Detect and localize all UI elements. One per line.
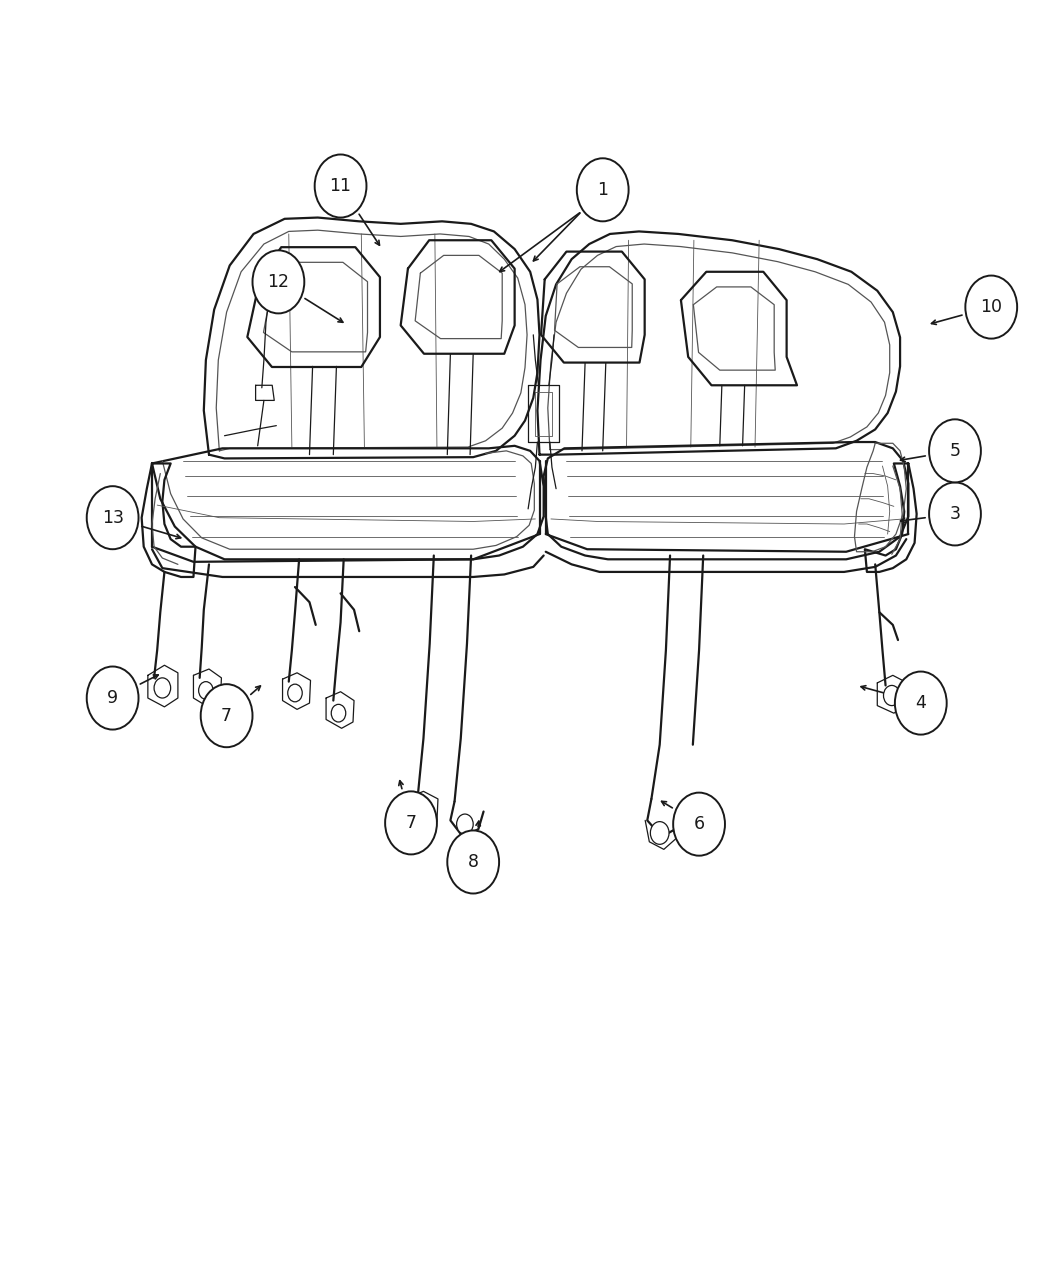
Circle shape <box>673 793 724 856</box>
Circle shape <box>201 685 252 747</box>
Text: 13: 13 <box>102 509 124 527</box>
Circle shape <box>895 672 947 734</box>
Text: 10: 10 <box>981 298 1003 316</box>
Text: 11: 11 <box>330 177 352 195</box>
Circle shape <box>87 667 139 729</box>
Circle shape <box>929 419 981 482</box>
Circle shape <box>929 482 981 546</box>
Circle shape <box>447 830 499 894</box>
Circle shape <box>965 275 1017 339</box>
Circle shape <box>154 678 171 697</box>
Circle shape <box>252 250 304 314</box>
Text: 5: 5 <box>949 442 961 460</box>
Circle shape <box>883 686 900 705</box>
Circle shape <box>457 813 474 834</box>
Circle shape <box>87 486 139 550</box>
Text: 12: 12 <box>268 273 290 291</box>
Circle shape <box>412 801 430 822</box>
Circle shape <box>288 685 302 701</box>
Circle shape <box>650 821 669 844</box>
Circle shape <box>576 158 629 222</box>
Circle shape <box>331 704 345 722</box>
Text: 7: 7 <box>405 813 417 831</box>
Text: 3: 3 <box>949 505 961 523</box>
Text: 7: 7 <box>222 706 232 724</box>
Text: 9: 9 <box>107 688 119 708</box>
Circle shape <box>315 154 366 218</box>
Circle shape <box>385 792 437 854</box>
Text: 8: 8 <box>467 853 479 871</box>
Circle shape <box>198 682 213 699</box>
Text: 6: 6 <box>693 815 705 833</box>
Text: 4: 4 <box>916 694 926 711</box>
Text: 1: 1 <box>597 181 608 199</box>
